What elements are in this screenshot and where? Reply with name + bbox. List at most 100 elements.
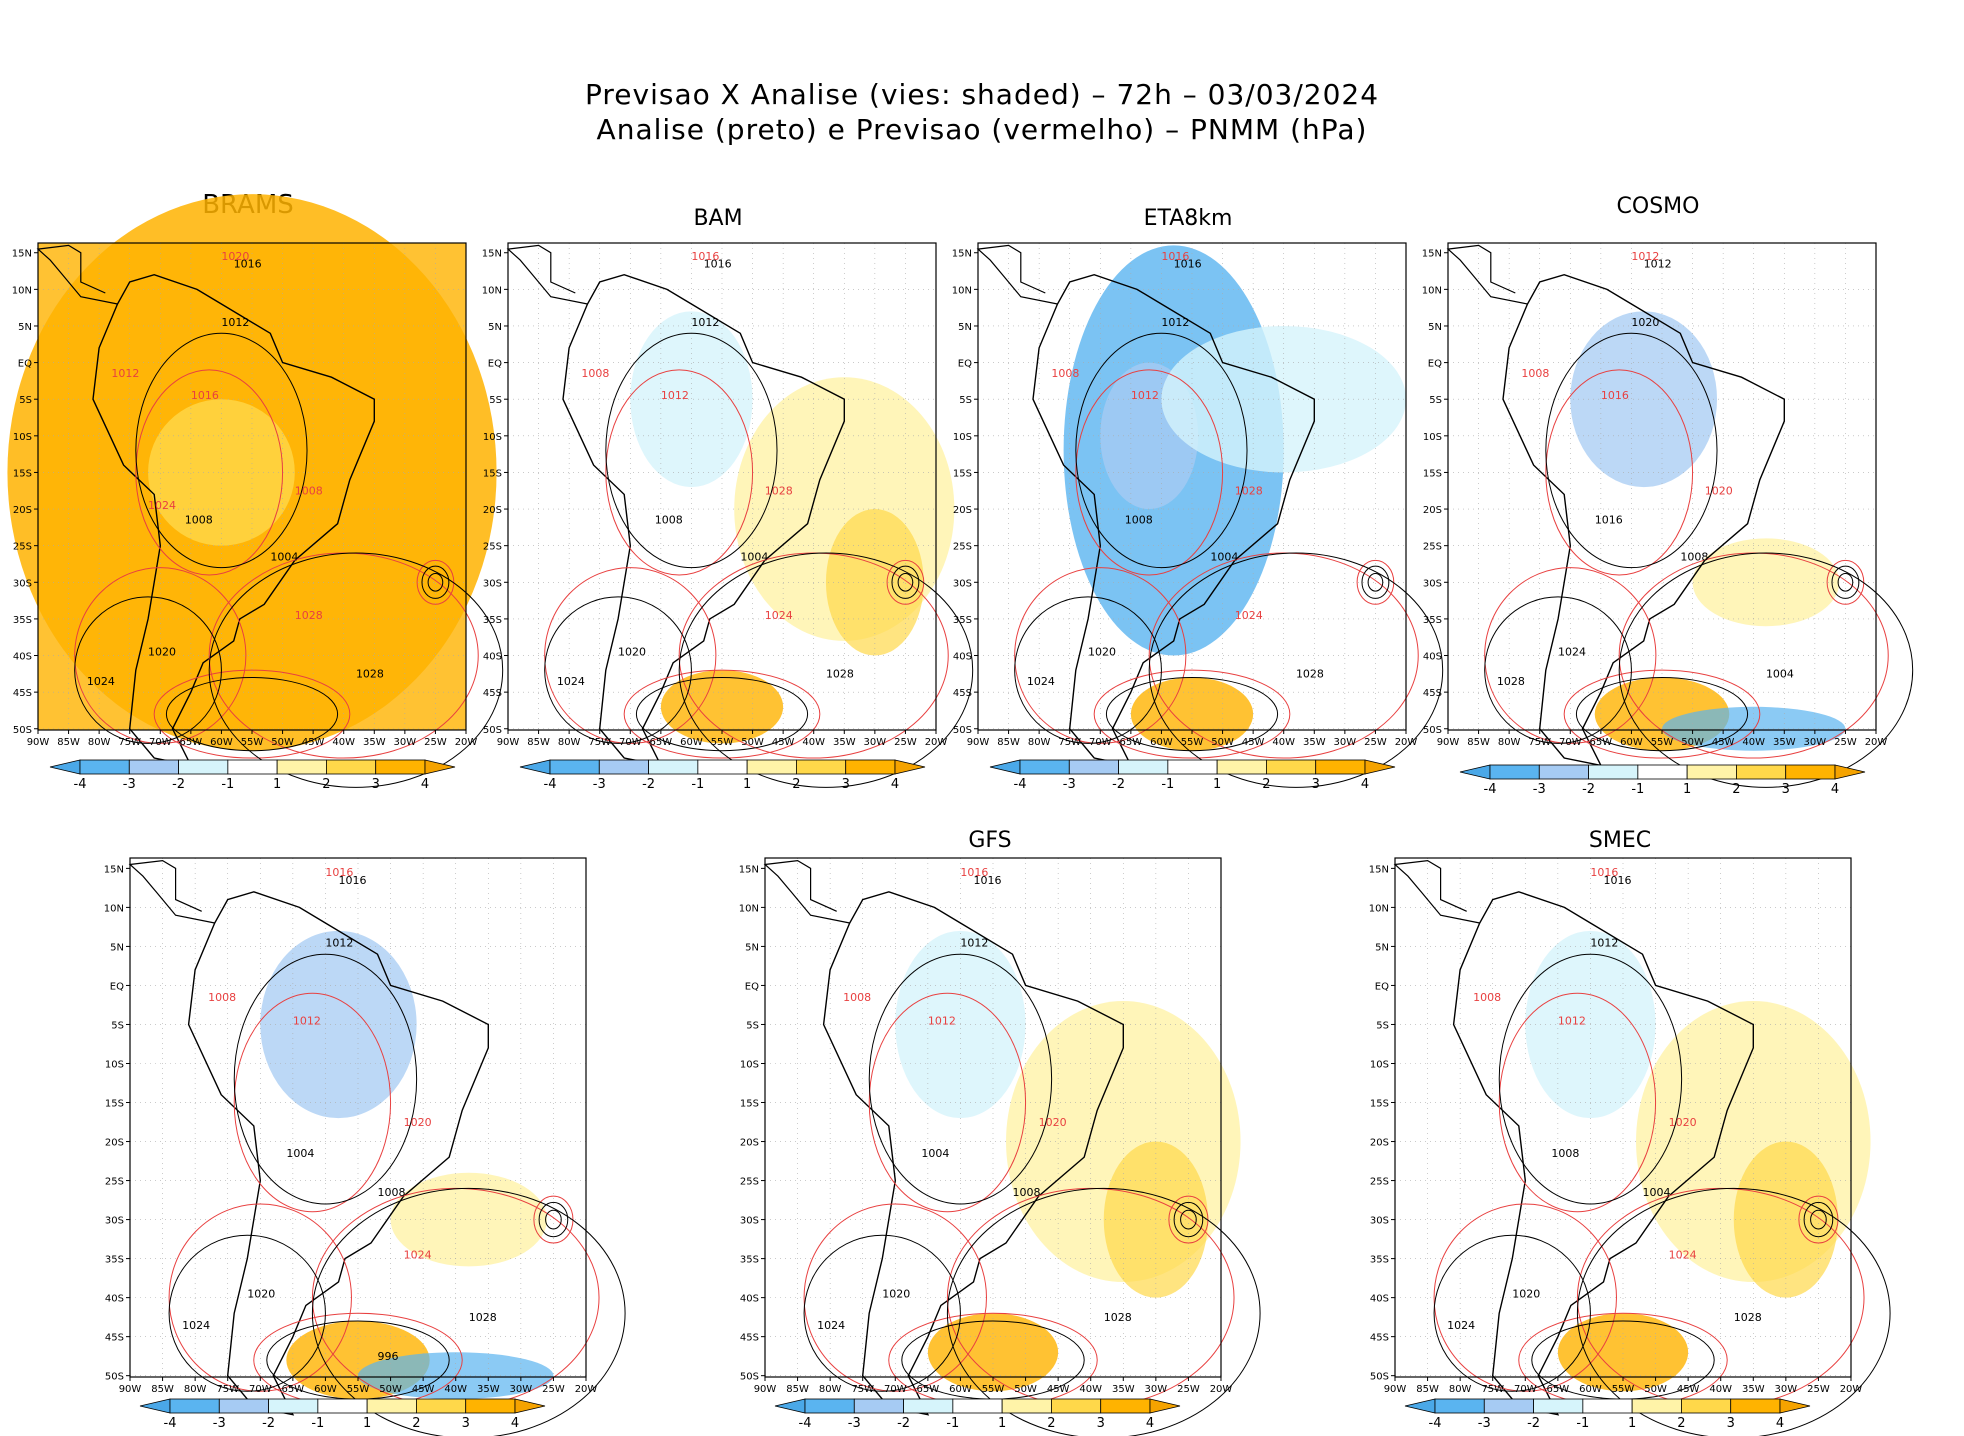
lon-label: 70W: [1514, 1384, 1537, 1395]
colorbar-label: 4: [421, 777, 429, 792]
colorbar-label: -4: [544, 777, 557, 792]
lon-label: 85W: [786, 1384, 809, 1395]
colorbar-3: -4 -3 -2 -1 1 2 3 4: [989, 759, 1396, 792]
lat-label: 50S: [105, 1372, 124, 1383]
lon-label: 30W: [1804, 737, 1827, 748]
forecast-contour-label: 1008: [1521, 367, 1549, 380]
lon-label: 75W: [1528, 737, 1551, 748]
analysis-isobar: [868, 953, 1053, 1205]
lon-label: 35W: [1303, 737, 1326, 748]
lon-label: 65W: [1590, 737, 1613, 748]
lat-label: 50S: [740, 1372, 759, 1383]
colorbar-label: 4: [511, 1416, 519, 1431]
analysis-isobar: [1433, 1234, 1591, 1392]
forecast-contour-label: 1012: [293, 1014, 321, 1027]
forecast-contour-label: 1028: [1235, 484, 1263, 497]
lon-label: 80W: [558, 737, 581, 748]
lat-label: 15N: [1422, 249, 1442, 260]
forecast-isobar: [623, 669, 821, 759]
analysis-isobar: [544, 596, 692, 744]
forecast-contour-label: 1016: [191, 389, 219, 402]
map-4: 1012 1020 1016 1008 1004 1028 1024 1012 1016 1008…: [1422, 242, 1914, 788]
analysis-contour-label: 1008: [185, 514, 213, 527]
lat-label: 15N: [739, 864, 759, 875]
lon-label: 55W: [1612, 1384, 1635, 1395]
colorbar-label: 4: [1361, 777, 1369, 792]
lat-label: 10S: [13, 432, 32, 443]
forecast-contour-label: 1024: [1235, 609, 1263, 622]
lat-label: 10S: [1370, 1059, 1389, 1070]
colorbar-segment: [1736, 764, 1787, 780]
analysis-contour-label: 1004: [740, 550, 768, 563]
colorbar-label: -3: [593, 777, 606, 792]
analysis-contour-label: 1028: [1734, 1311, 1762, 1324]
colorbar-2: -4 -3 -2 -1 1 2 3 4: [519, 759, 926, 792]
lon-label: 80W: [1449, 1384, 1472, 1395]
lon-label: 85W: [1467, 737, 1490, 748]
colorbar-right-arrow: [424, 759, 456, 775]
lon-label: 65W: [1547, 1384, 1570, 1395]
forecast-contour-label: 1012: [928, 1014, 956, 1027]
colorbar-segment: [1637, 764, 1688, 780]
lon-label: 85W: [527, 737, 550, 748]
lat-label: 40S: [740, 1294, 759, 1305]
lon-label: 35W: [1773, 737, 1796, 748]
colorbar-segment: [218, 1398, 269, 1414]
forecast-isobar: [544, 567, 717, 744]
analysis-isobar: [1014, 596, 1162, 744]
analysis-contour-label: 1004: [1766, 667, 1794, 680]
lat-label: 30S: [483, 578, 502, 589]
lon-label: 70W: [884, 1384, 907, 1395]
lat-label: 35S: [105, 1255, 124, 1266]
panel-cosmo: COSMO: [1438, 190, 1878, 800]
colorbar-right-arrow: [1779, 1398, 1811, 1414]
colorbar-label: -2: [642, 777, 655, 792]
analysis-contour-label: 1004: [1643, 1186, 1671, 1199]
lon-label: 45W: [1047, 1384, 1070, 1395]
lon-label: 75W: [851, 1384, 874, 1395]
lat-label: 25S: [105, 1177, 124, 1188]
lon-label: 50W: [1681, 737, 1704, 748]
lon-label: 70W: [619, 737, 642, 748]
colorbar-segment: [1588, 764, 1639, 780]
colorbar-label: 1: [743, 777, 751, 792]
analysis-isobar: [1803, 1201, 1834, 1238]
lat-label: 30S: [953, 578, 972, 589]
lat-label: 15N: [12, 249, 32, 260]
colorbar-segment: [1266, 759, 1317, 775]
panel-gfs: GFS: [745, 800, 1235, 1430]
colorbar-label: 4: [1831, 782, 1839, 797]
lat-label: 30S: [1370, 1216, 1389, 1227]
lon-label: 75W: [118, 737, 141, 748]
colorbar-right-arrow: [1149, 1398, 1181, 1414]
analysis-contour-label: 996: [378, 1350, 399, 1363]
lat-label: 15S: [105, 1099, 124, 1110]
forecast-isobar: [1075, 369, 1224, 576]
colorbar-label: 1: [363, 1416, 371, 1431]
lat-label: 5N: [18, 322, 32, 333]
colorbar-label: 3: [372, 777, 380, 792]
lon-label: 45W: [302, 737, 325, 748]
lon-label: 80W: [819, 1384, 842, 1395]
lat-label: 40S: [13, 652, 32, 663]
lat-label: 45S: [1423, 688, 1442, 699]
colorbar-segment: [853, 1398, 904, 1414]
lon-label: 45W: [772, 737, 795, 748]
coastline-south-america: [1502, 273, 1785, 767]
lat-label: 25S: [740, 1177, 759, 1188]
lat-label: 5N: [958, 322, 972, 333]
colorbar-label: -4: [74, 777, 87, 792]
coastline-south-america: [1452, 891, 1754, 1416]
lat-label: 45S: [953, 688, 972, 699]
lon-label: 35W: [477, 1384, 500, 1395]
colorbar-1: -4 -3 -2 -1 1 2 3 4: [49, 759, 456, 792]
colorbar-label: -2: [897, 1416, 910, 1431]
lat-label: 10S: [105, 1059, 124, 1070]
lat-label: 25S: [13, 542, 32, 553]
lat-label: 45S: [740, 1333, 759, 1344]
forecast-isobar: [868, 992, 1027, 1213]
lon-label: 50W: [379, 1384, 402, 1395]
analysis-isobar: [1831, 565, 1860, 599]
lon-label: 75W: [1058, 737, 1081, 748]
lon-label: 35W: [363, 737, 386, 748]
